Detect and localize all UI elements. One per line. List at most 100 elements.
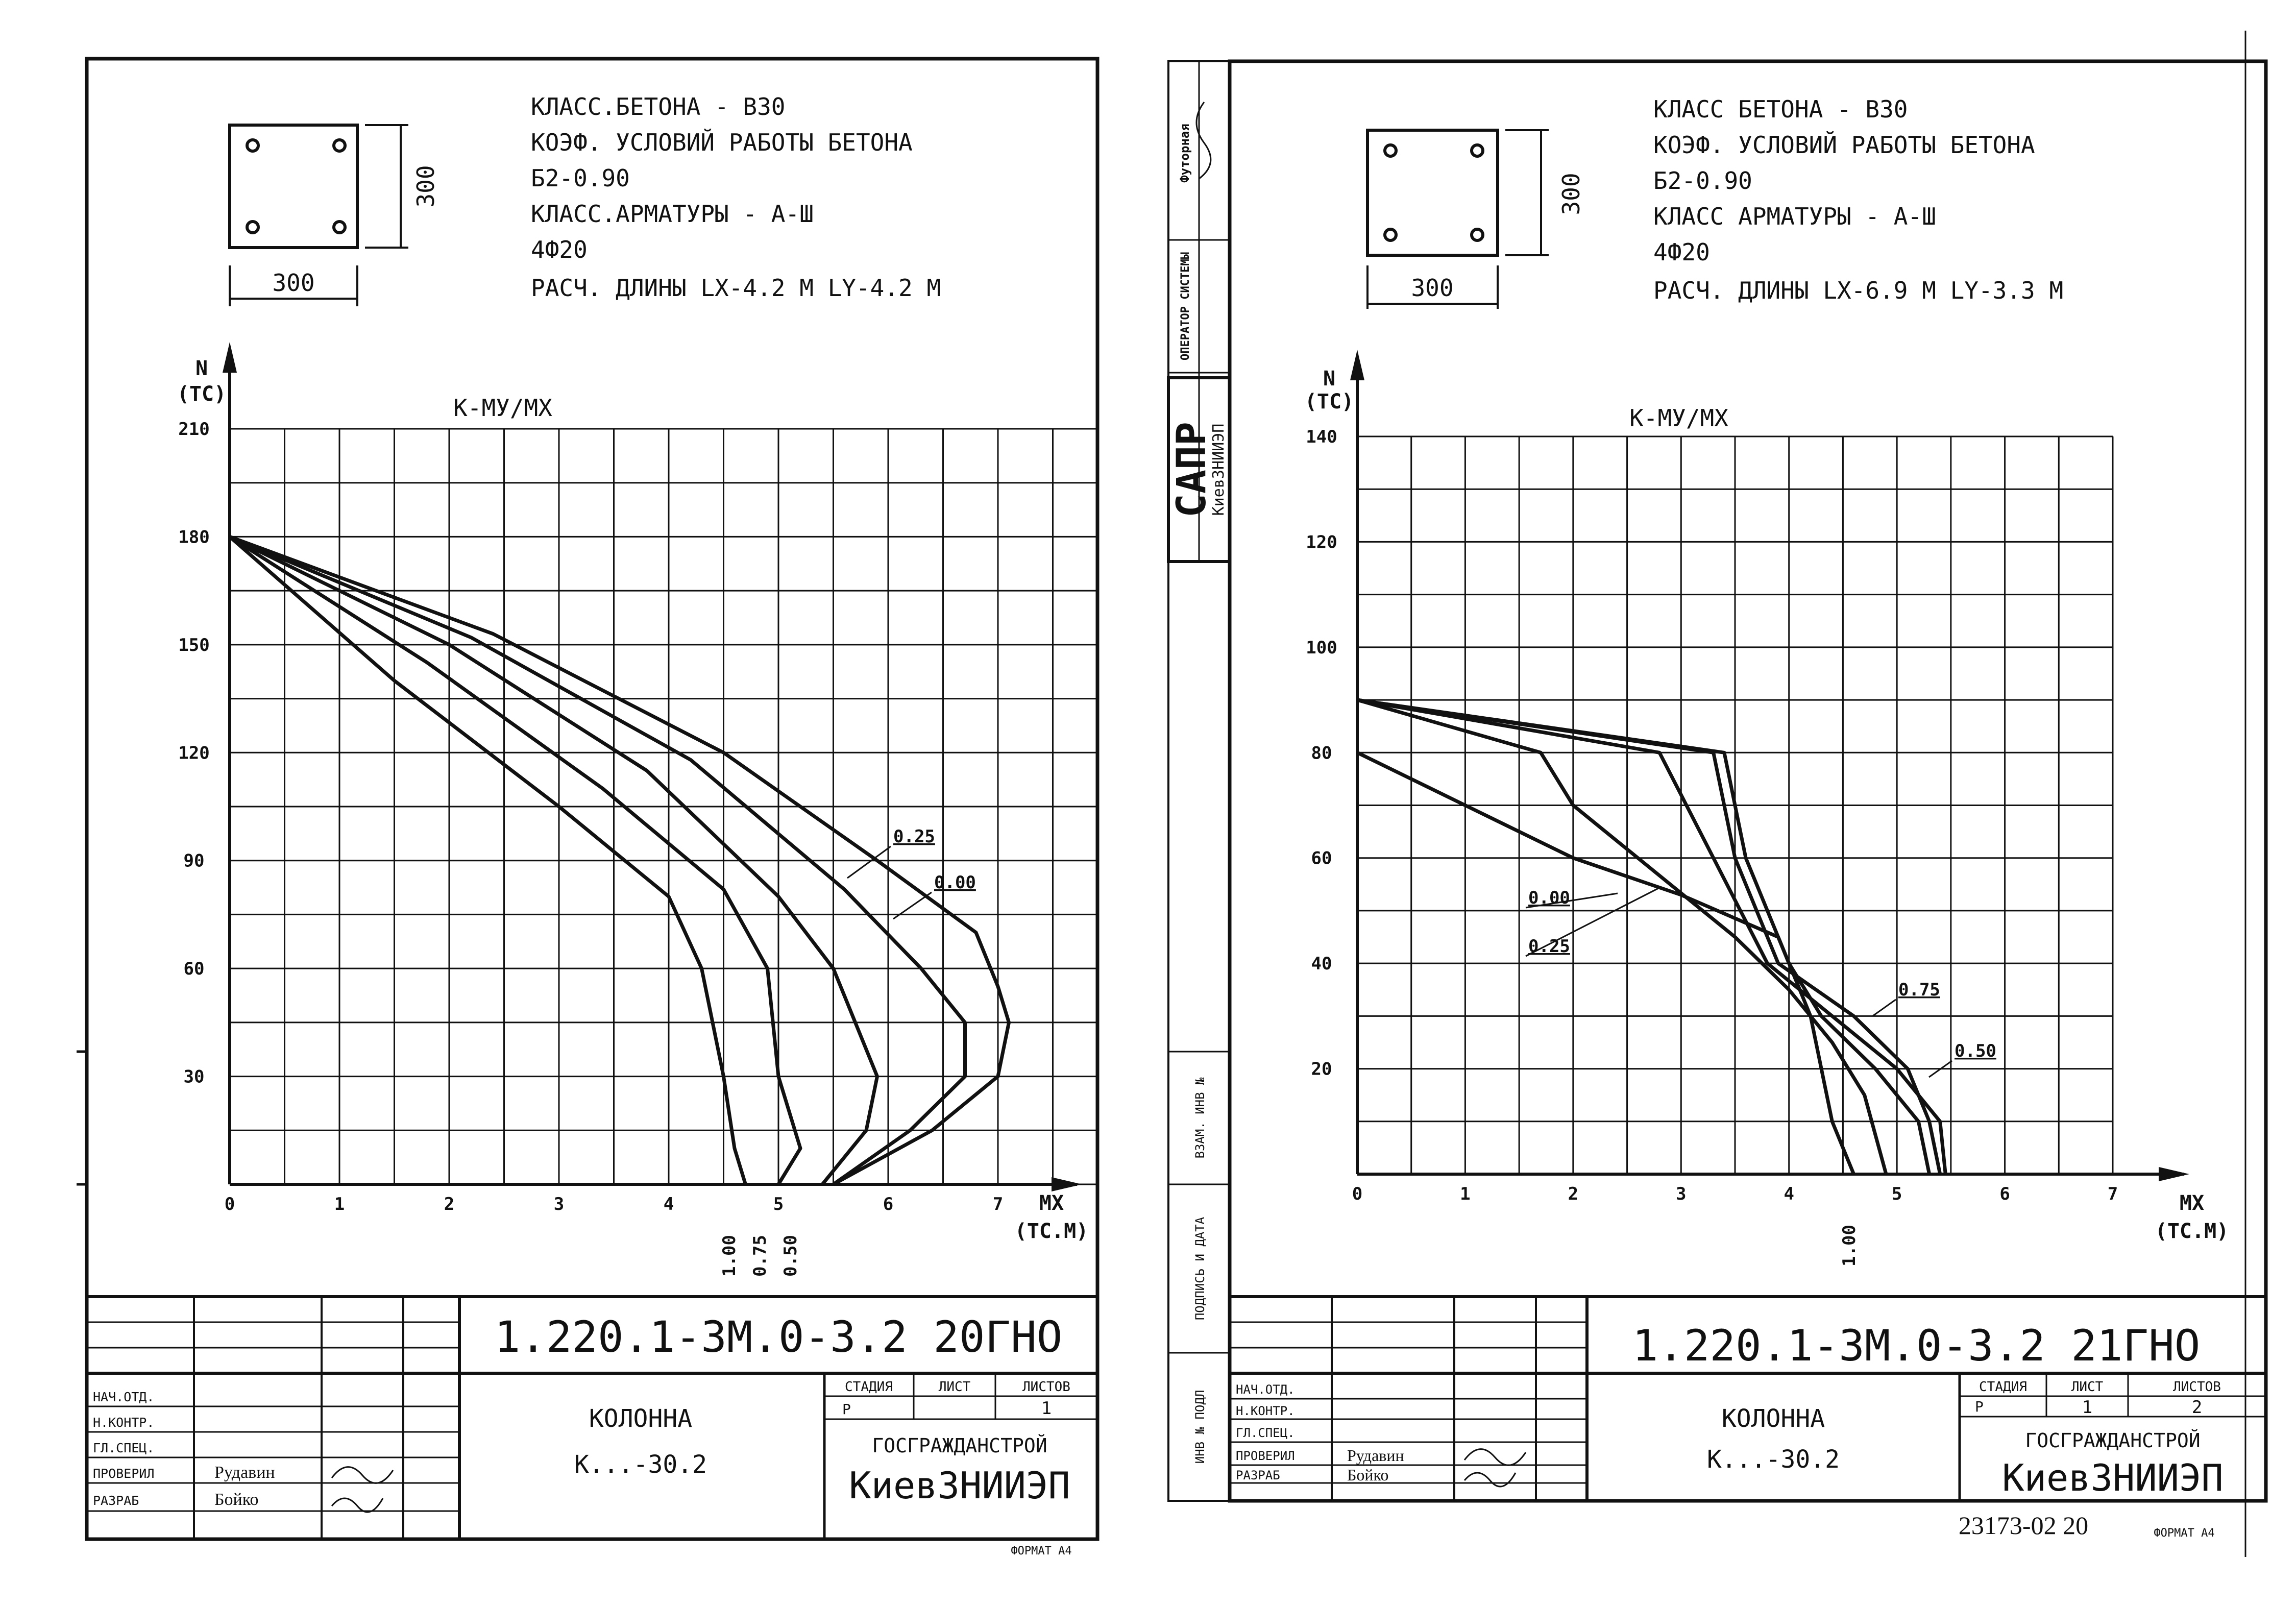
parameter-notes: КЛАСС.БЕТОНА - В30 КОЭФ. УСЛОВИЙ РАБОТЫ … <box>531 93 941 302</box>
section-height-label: 300 <box>412 165 439 207</box>
y-tick-label: 120 <box>1306 532 1337 552</box>
curve-label: 0.75 <box>1898 980 1940 1000</box>
checker-name: Рудавин <box>1347 1446 1404 1465</box>
x-tick-label: 1 <box>334 1194 345 1214</box>
role-label: ПРОВЕРИЛ <box>93 1466 154 1481</box>
stamp-label: ОПЕРАТОР СИСТЕМЫ <box>1179 252 1192 360</box>
drawing-left: 300 300 КЛАСС.БЕТОНА - В30 КОЭФ. УСЛОВИЙ… <box>77 57 1100 1558</box>
series-line-0.00 <box>229 535 1011 1186</box>
y-tick-label: 40 <box>1311 954 1332 974</box>
inventory-number: 23173-02 20 <box>1959 1511 2088 1540</box>
y-tick-label: 150 <box>178 635 209 655</box>
format-label: ФОРМАТ А4 <box>1011 1545 1071 1558</box>
x-tick-label: 6 <box>883 1194 893 1214</box>
param-line: КЛАСС.БЕТОНА - В30 <box>531 93 786 120</box>
x-tick-label: 5 <box>773 1194 784 1214</box>
curve-label: 1.00 <box>719 1235 740 1277</box>
sheets-value: 1 <box>1041 1398 1052 1419</box>
x-tick-label: 4 <box>1784 1184 1794 1204</box>
column-section-sketch: 300 300 <box>1366 129 1585 309</box>
stage-header: СТАДИЯ <box>845 1379 893 1395</box>
role-label: НАЧ.ОТД. <box>1236 1382 1295 1397</box>
drawing-mark: К...-30.2 <box>1707 1445 1840 1474</box>
interaction-diagram-right: 0 1 2 3 4 5 6 7 20 40 60 80 100 120 140 0.00 0.25 0.75 0.5… <box>1306 350 2189 1267</box>
curve-label: 0.00 <box>934 872 976 893</box>
stamp-label: САПР <box>1169 422 1215 518</box>
developer-name: Бойко <box>1347 1466 1388 1484</box>
x-tick-label: 5 <box>1892 1184 1902 1204</box>
param-line: 4Ф20 <box>531 236 588 263</box>
operator-signature <box>1195 102 1212 180</box>
organization-name: КиевЗНИИЭП <box>2002 1456 2223 1499</box>
leader-line <box>1872 999 1896 1017</box>
curve-label: 0.25 <box>1528 936 1570 957</box>
x-tick-label: 3 <box>554 1194 564 1214</box>
role-label: ГЛ.СПЕЦ. <box>93 1441 154 1455</box>
column-section-sketch: 300 300 <box>228 124 439 306</box>
y-tick-label: 120 <box>178 743 209 763</box>
role-label: Н.КОНТР. <box>1236 1404 1295 1418</box>
checker-name: Рудавин <box>214 1463 275 1482</box>
leader-line <box>1525 892 1618 909</box>
y-tick-label: 140 <box>1306 427 1337 447</box>
role-label: РАЗРАБ <box>93 1493 139 1508</box>
param-line: РАСЧ. ДЛИНЫ LX-6.9 М LY-3.3 М <box>1653 277 2063 304</box>
sheet-frame <box>85 57 1100 1541</box>
series-line-0.25 <box>229 535 967 1186</box>
param-line: КОЭФ. УСЛОВИЙ РАБОТЫ БЕТОНА <box>1653 131 2035 159</box>
param-line: Б2-0.90 <box>531 164 630 192</box>
x-axis-arrow <box>1052 1177 1082 1191</box>
parameter-notes: КЛАСС БЕТОНА - В30 КОЭФ. УСЛОВИЙ РАБОТЫ … <box>1653 95 2063 304</box>
sheet-value: 1 <box>2082 1397 2092 1418</box>
curve-label: 0.50 <box>1955 1041 1996 1061</box>
y-axis-label: N <box>1323 367 1335 391</box>
role-label: Н.КОНТР. <box>93 1415 154 1430</box>
x-tick-label: 7 <box>993 1194 1003 1214</box>
series-line-0.25 <box>1357 698 1888 1175</box>
y-tick-label: 80 <box>1311 743 1332 763</box>
x-axis-arrow <box>2159 1167 2189 1181</box>
param-line: РАСЧ. ДЛИНЫ LX-4.2 М LY-4.2 М <box>531 274 941 302</box>
sheet-right: Футорная ОПЕРАТОР СИСТЕМЫ САПР КиевЗНИИЭ… <box>1148 0 2296 1606</box>
sheets-header: ЛИСТОВ <box>2173 1379 2221 1395</box>
section-height-label: 300 <box>1557 173 1585 215</box>
drawing-right: Футорная ОПЕРАТОР СИСТЕМЫ САПР КиевЗНИИЭ… <box>1167 31 2268 1557</box>
x-axis-unit: (ТС.М) <box>1015 1220 1089 1243</box>
x-tick-label: 1 <box>1460 1184 1470 1204</box>
x-tick-label: 0 <box>1352 1184 1362 1204</box>
sheets-value: 2 <box>2192 1397 2202 1418</box>
role-label: ГЛ.СПЕЦ. <box>1236 1426 1295 1440</box>
sheets-header: ЛИСТОВ <box>1022 1379 1070 1395</box>
signature-marks <box>1463 1448 1527 1488</box>
y-axis-unit: (ТС) <box>1305 390 1354 413</box>
format-label: ФОРМАТ А4 <box>2154 1527 2214 1540</box>
drawing-mark: К...-30.2 <box>574 1450 707 1479</box>
leader-line <box>847 845 891 879</box>
series-line-0.50 <box>1357 698 1947 1175</box>
param-line: КЛАСС.АРМАТУРЫ - А-Ш <box>531 200 814 228</box>
y-tick-label: 20 <box>1311 1059 1332 1080</box>
curve-family-label: К-МУ/МХ <box>1629 404 1728 432</box>
title-block: 1.220.1-3М.0-3.2 21ГНО КОЛОННА К...-30.2… <box>1230 1295 2266 1540</box>
x-axis-label: МХ <box>1039 1191 1064 1215</box>
stage-value: Р <box>842 1401 851 1418</box>
section-width-label: 300 <box>1411 274 1453 302</box>
x-tick-label: 4 <box>664 1194 674 1214</box>
leader-line <box>893 891 932 920</box>
series-line-1.00 <box>1356 751 1855 1175</box>
drawing-code: 1.220.1-3М.0-3.2 20ГНО <box>495 1312 1063 1362</box>
side-stamp: Футорная ОПЕРАТОР СИСТЕМЫ САПР КиевЗНИИЭ… <box>1167 60 1231 1502</box>
organization-upper: ГОСГРАЖДАНСТРОЙ <box>2025 1429 2200 1452</box>
param-line: КОЭФ. УСЛОВИЙ РАБОТЫ БЕТОНА <box>531 129 913 156</box>
organization-upper: ГОСГРАЖДАНСТРОЙ <box>872 1434 1047 1457</box>
y-axis-label: N <box>196 357 208 380</box>
section-width-label: 300 <box>272 269 314 297</box>
stamp-label: ИНВ № ПОДЛ <box>1193 1390 1207 1464</box>
series-line-0.00 <box>1357 698 1932 1175</box>
param-line: 4Ф20 <box>1653 238 1710 266</box>
sheet-header: ЛИСТ <box>2071 1379 2104 1395</box>
y-tick-label: 100 <box>1306 638 1337 658</box>
series-line-0.50 <box>229 535 879 1186</box>
developer-name: Бойко <box>214 1490 259 1509</box>
stamp-label: ВЗАМ. ИНВ № <box>1193 1077 1207 1158</box>
